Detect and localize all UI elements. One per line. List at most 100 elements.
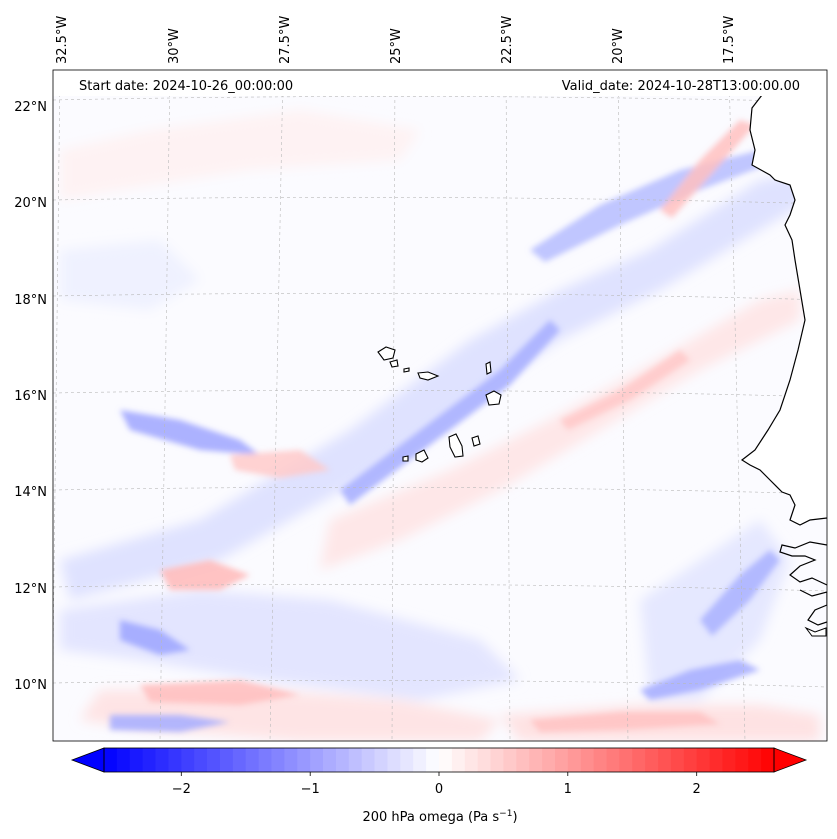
lat-label: 16°N (14, 389, 47, 404)
coast-line-gambia (779, 541, 827, 586)
colorbar-swatch (155, 748, 169, 772)
colorbar-swatch (645, 748, 659, 772)
colorbar-swatch (116, 748, 131, 772)
colorbar-swatch (696, 748, 710, 772)
lat-label: 18°N (14, 293, 47, 308)
colorbar-swatch (232, 748, 247, 772)
colorbar-swatch (323, 748, 337, 772)
island-sao-nicolau (417, 371, 440, 381)
colorbar-swatch (619, 748, 633, 772)
colorbar-swatch (181, 748, 195, 772)
colorbar-tick-label: 0 (435, 782, 443, 797)
lon-label: 25°W (389, 28, 404, 64)
colorbar-swatch (258, 748, 272, 772)
lon-label: 17.5°W (722, 16, 737, 64)
map-panel: Start date: 2024-10-26_00:00:00 Valid_da… (52, 69, 828, 742)
start-date-label: Start date: 2024-10-26_00:00:00 (79, 79, 293, 94)
colorbar-swatch (683, 748, 698, 772)
colorbar-swatch (567, 748, 582, 772)
longitude-labels: 32.5°W 30°W 27.5°W 25°W 22.5°W 20°W 17.5… (55, 16, 737, 64)
island-santiago (448, 433, 464, 458)
latitude-labels: 22°N 20°N 18°N 16°N 14°N 12°N 10°N (14, 100, 47, 693)
omega-field (60, 110, 820, 741)
parallel-line (53, 583, 827, 592)
lat-label: 10°N (14, 678, 47, 693)
colorbar-swatch (735, 748, 749, 772)
header-strip (53, 70, 827, 96)
africa-coastline (740, 70, 827, 741)
colorbar-extend-high (773, 747, 808, 773)
meridian-line (728, 70, 746, 741)
colorbar-tick-label: 2 (693, 782, 701, 797)
colorbar-label-close: ) (512, 810, 517, 825)
colorbar-swatch (529, 748, 543, 772)
colorbar: −2 −1 0 1 2 200 hPa omega (Pa s−1) (70, 747, 808, 825)
meridian-line (159, 70, 171, 741)
map-frame (52, 69, 828, 742)
graticule (53, 70, 827, 741)
lon-label: 32.5°W (55, 16, 70, 64)
colorbar-swatch (542, 748, 556, 772)
colorbar-swatch (400, 748, 414, 772)
colorbar-swatch (554, 748, 569, 772)
land-fill (742, 70, 827, 741)
parallel-line (53, 389, 827, 398)
colorbar-label-main: 200 hPa omega (Pa s (362, 810, 499, 825)
meridian-line (269, 70, 284, 741)
omega-narrow-streaks (110, 120, 780, 732)
lat-label: 22°N (14, 100, 47, 115)
colorbar-swatches (104, 748, 775, 772)
colorbar-swatch (503, 748, 517, 772)
colorbar-swatch (451, 748, 466, 772)
colorbar-swatch (168, 748, 182, 772)
bijagos-island (804, 626, 827, 637)
colorbar-swatch (593, 748, 607, 772)
colorbar-swatch (207, 748, 221, 772)
colorbar-swatch (670, 748, 685, 772)
meridian-line (391, 70, 396, 741)
lat-label: 12°N (14, 582, 47, 597)
colorbar-swatch (361, 748, 375, 772)
island-boa-vista (485, 390, 502, 406)
colorbar-swatch (709, 748, 723, 772)
parallel-line (53, 196, 827, 205)
colorbar-tick-label: 1 (564, 782, 572, 797)
colorbar-swatch (374, 748, 388, 772)
island-maio (471, 435, 481, 447)
colorbar-swatch (297, 748, 311, 772)
island-sal (485, 361, 492, 375)
colorbar-swatch (142, 748, 156, 772)
colorbar-extend-low (70, 747, 105, 773)
parallel-line (53, 96, 827, 103)
colorbar-swatch (439, 748, 453, 772)
colorbar-swatch (335, 748, 350, 772)
colorbar-swatch (348, 748, 363, 772)
colorbar-swatch (284, 748, 298, 772)
lon-label: 27.5°W (278, 16, 293, 64)
lon-label: 30°W (167, 28, 182, 64)
lat-label: 14°N (14, 485, 47, 500)
island-fogo (415, 449, 429, 463)
colorbar-label-exponent: −1 (499, 809, 512, 819)
colorbar-swatch (426, 748, 440, 772)
colorbar-swatch (129, 748, 144, 772)
colorbar-swatch (606, 748, 620, 772)
coast-line-bissau (799, 589, 827, 626)
colorbar-ticks: −2 −1 0 1 2 (172, 772, 701, 797)
coast-line (740, 94, 827, 526)
island-brava (402, 455, 409, 462)
colorbar-tick-label: −1 (301, 782, 320, 797)
colorbar-swatch (477, 748, 491, 772)
colorbar-swatch (464, 748, 479, 772)
parallel-line (53, 292, 827, 301)
colorbar-swatch (516, 748, 530, 772)
lon-label: 22.5°W (500, 16, 515, 64)
colorbar-label: 200 hPa omega (Pa s−1) (362, 809, 517, 825)
colorbar-swatch (580, 748, 595, 772)
colorbar-swatch (271, 748, 285, 772)
colorbar-swatch (748, 748, 762, 772)
colorbar-swatch (245, 748, 260, 772)
colorbar-swatch (722, 748, 736, 772)
meridian-line (617, 70, 629, 741)
